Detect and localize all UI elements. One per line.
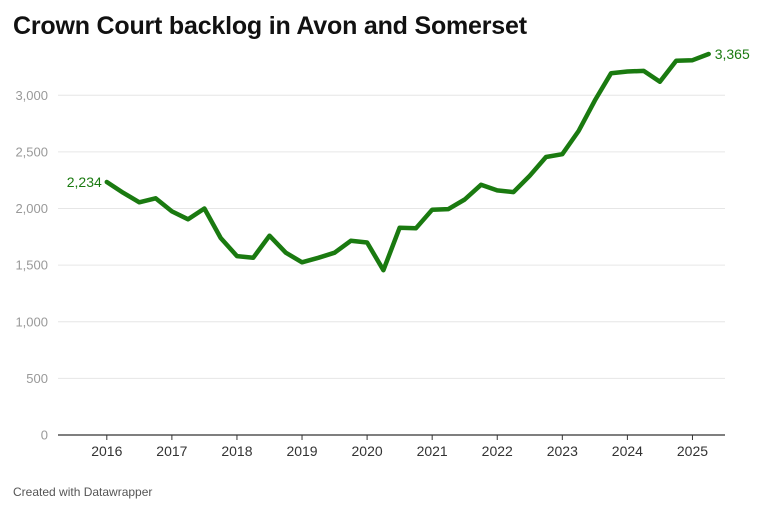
x-tick-label: 2023: [547, 443, 578, 459]
footer-credit: Created with Datawrapper: [13, 485, 153, 499]
y-tick-label: 1,000: [15, 314, 48, 329]
y-tick-label: 500: [26, 371, 48, 386]
y-axis-ticks: 0 500 1,000 1,500 2,000 2,500 3,000: [15, 88, 48, 443]
x-tick-label: 2018: [221, 443, 252, 459]
series-line: [104, 51, 711, 273]
y-tick-label: 0: [41, 428, 48, 443]
y-tick-label: 1,500: [15, 258, 48, 273]
data-labels: 2,234 3,365: [67, 46, 750, 190]
x-tick-label: 2024: [612, 443, 643, 459]
y-tick-label: 2,000: [15, 201, 48, 216]
x-tick-label: 2019: [286, 443, 317, 459]
y-tick-label: 2,500: [15, 144, 48, 159]
x-tick-label: 2025: [677, 443, 708, 459]
data-label: 2,234: [67, 174, 102, 190]
x-tick-label: 2017: [156, 443, 187, 459]
x-tick-label: 2020: [352, 443, 383, 459]
x-axis: 2016 2017 2018 2019 2020 2021 2022 2023 2024 2025: [58, 434, 725, 459]
series-lines: [104, 51, 711, 273]
data-label: 3,365: [715, 46, 750, 62]
x-tick-label: 2022: [482, 443, 513, 459]
x-tick-label: 2021: [417, 443, 448, 459]
chart-title: Crown Court backlog in Avon and Somerset: [13, 12, 527, 40]
x-tick-label: 2016: [91, 443, 122, 459]
gridlines: [58, 94, 725, 379]
y-tick-label: 3,000: [15, 88, 48, 103]
